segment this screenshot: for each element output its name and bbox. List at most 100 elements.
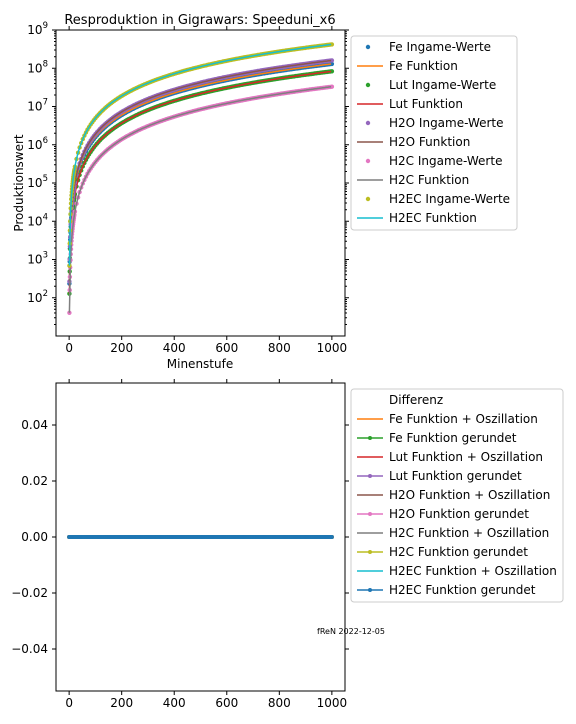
legend-label: H2EC Funktion + Oszillation <box>389 564 557 578</box>
bottom-legend: Differenz Fe Funktion + Oszillation Fe Fu… <box>350 388 564 603</box>
legend-label: H2EC Ingame-Werte <box>389 192 510 206</box>
legend-label: H2C Funktion gerundet <box>389 545 528 559</box>
top-legend: Fe Ingame-Werte Fe Funktion Lut Ingame-Wer… <box>350 35 518 231</box>
y-tick-label: 103 <box>27 251 48 267</box>
legend-entry-h2o-ingame-werte: H2O Ingame-Werte <box>365 116 504 130</box>
series-line <box>68 43 332 266</box>
y-tick-label: 107 <box>27 98 48 114</box>
legend-label: Lut Funktion gerundet <box>389 469 522 483</box>
x-tick-label: 600 <box>215 696 238 710</box>
bottom-legend-box <box>350 388 564 603</box>
legend-entry-lut-funktion: Lut Funktion <box>357 97 463 111</box>
top-x-axis: 0 200 400 600 800 1000 <box>65 26 347 355</box>
legend-label: H2C Funktion <box>389 173 469 187</box>
legend-entry-h2c-funktion-gerundet: H2C Funktion gerundet <box>357 545 528 559</box>
legend-swatch <box>365 82 371 88</box>
bottom-legend-title: Differenz <box>389 393 443 407</box>
series-h2c-funktion <box>68 86 332 313</box>
legend-entry-lut-funktion-gerundet: Lut Funktion gerundet <box>357 469 522 483</box>
legend-label: Fe Ingame-Werte <box>389 40 491 54</box>
data-point <box>329 61 335 67</box>
data-point <box>329 58 335 63</box>
y-tick-label: −0.02 <box>11 586 48 600</box>
x-tick-label: 0 <box>65 341 73 355</box>
legend-label: H2C Ingame-Werte <box>389 154 502 168</box>
y-tick-label: 108 <box>27 59 48 75</box>
legend-entry-h2ec-funktion: H2EC Funktion <box>357 211 477 225</box>
legend-label: H2C Funktion + Oszillation <box>389 526 549 540</box>
legend-label: H2O Funktion <box>389 135 470 149</box>
legend-entry-h2ec-ingame-werte: H2EC Ingame-Werte <box>365 192 510 206</box>
legend-entry-h2o-funktion-oszillation: H2O Funktion + Oszillation <box>357 488 550 502</box>
series-fe-funktion <box>68 63 332 284</box>
bottom-x-axis: 0 200 400 600 800 1000 <box>65 379 347 710</box>
series-h2c-ingame-werte <box>67 84 335 315</box>
legend-marker <box>368 588 372 592</box>
y-tick-label: 102 <box>27 289 48 305</box>
top-x-axis-label: Minenstufe <box>167 357 233 371</box>
series-line <box>68 86 332 313</box>
series-h2o-funktion <box>68 59 332 282</box>
legend-label: Lut Funktion <box>389 97 463 111</box>
x-tick-label: 0 <box>65 696 73 710</box>
legend-entry-h2c-funktion-oszillation: H2C Funktion + Oszillation <box>357 526 549 540</box>
x-tick-label: 600 <box>215 341 238 355</box>
y-tick-label: 0.02 <box>21 474 48 488</box>
y-tick-label: 0.00 <box>21 530 48 544</box>
x-tick-label: 800 <box>268 341 291 355</box>
x-tick-label: 200 <box>110 341 133 355</box>
top-chart-title: Resproduktion in Gigrawars: Speeduni_x6 <box>64 13 335 28</box>
legend-entry-h2ec-funktion-gerundet: H2EC Funktion gerundet <box>357 583 536 597</box>
legend-entry-h2ec-funktion-oszillation: H2EC Funktion + Oszillation <box>357 564 557 578</box>
legend-entry-h2c-ingame-werte: H2C Ingame-Werte <box>365 154 502 168</box>
top-chart: Resproduktion in Gigrawars: Speeduni_x6 … <box>12 13 518 371</box>
legend-entry-lut-funktion-oszillation: Lut Funktion + Oszillation <box>357 450 543 464</box>
legend-swatch <box>365 120 371 126</box>
legend-marker <box>368 436 372 440</box>
x-tick-label: 1000 <box>317 696 348 710</box>
bottom-chart-data <box>67 535 334 539</box>
y-tick-label: −0.04 <box>11 642 48 656</box>
legend-swatch <box>365 44 371 50</box>
y-tick-label: 106 <box>27 136 48 152</box>
x-tick-label: 400 <box>163 341 186 355</box>
legend-entry-h2o-funktion-gerundet: H2O Funktion gerundet <box>357 507 529 521</box>
legend-label: H2O Ingame-Werte <box>389 116 504 130</box>
top-y-axis-label: Produktionswert <box>12 134 26 232</box>
legend-entry-fe-funktion-gerundet: Fe Funktion gerundet <box>357 431 517 445</box>
legend-marker <box>368 550 372 554</box>
legend-marker <box>368 512 372 516</box>
legend-label: H2O Funktion + Oszillation <box>389 488 550 502</box>
top-chart-data <box>67 42 335 315</box>
data-point <box>329 535 334 539</box>
x-tick-label: 800 <box>268 696 291 710</box>
bottom-annotation: fReN 2022-12-05 <box>317 627 385 636</box>
y-tick-label: 105 <box>27 174 48 190</box>
legend-entry-fe-funktion-oszillation: Fe Funktion + Oszillation <box>357 412 538 426</box>
legend-swatch <box>365 196 371 202</box>
series-line <box>68 63 332 284</box>
x-tick-label: 1000 <box>317 341 348 355</box>
legend-label: H2O Funktion gerundet <box>389 507 529 521</box>
x-tick-label: 200 <box>110 696 133 710</box>
legend-entry-fe-funktion: Fe Funktion <box>357 59 458 73</box>
x-tick-label: 400 <box>163 696 186 710</box>
series-line <box>68 59 332 282</box>
legend-entry-lut-ingame-werte: Lut Ingame-Werte <box>365 78 496 92</box>
legend-entry-h2o-funktion: H2O Funktion <box>357 135 470 149</box>
legend-label: Fe Funktion + Oszillation <box>389 412 538 426</box>
bottom-y-axis: −0.04 −0.02 0.00 0.02 0.04 <box>11 418 349 656</box>
data-point <box>329 42 335 47</box>
legend-label: H2EC Funktion gerundet <box>389 583 536 597</box>
legend-swatch <box>365 158 371 164</box>
bottom-chart: 0 200 400 600 800 1000 −0.04 −0.02 0.00 0.02 0.04… <box>11 379 564 710</box>
data-point <box>329 69 335 74</box>
legend-entry-fe-ingame-werte: Fe Ingame-Werte <box>365 40 491 54</box>
data-point <box>329 84 335 89</box>
legend-label: Lut Funktion + Oszillation <box>389 450 543 464</box>
series-line <box>68 70 332 294</box>
top-y-axis: 102 103 104 105 106 107 108 109 <box>27 21 349 325</box>
legend-label: H2EC Funktion <box>389 211 477 225</box>
